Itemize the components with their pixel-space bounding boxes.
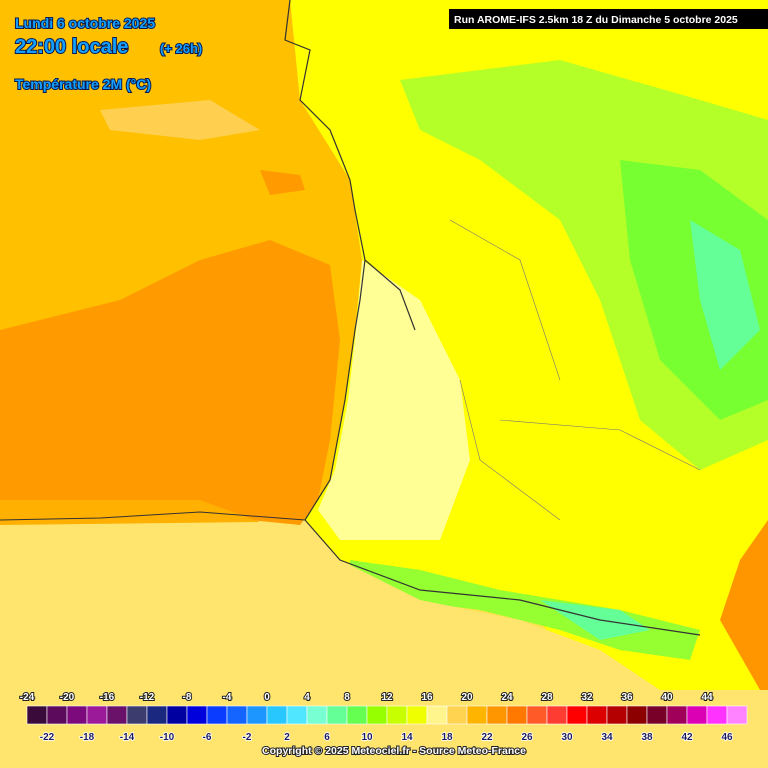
legend-label: 18: [441, 732, 453, 743]
legend-swatch: [86, 705, 108, 725]
legend-swatch: [266, 705, 288, 725]
legend-label: 12: [381, 692, 393, 703]
legend-swatch: [106, 705, 128, 725]
legend-label: 8: [344, 692, 350, 703]
legend-swatch: [566, 705, 588, 725]
legend-label: 16: [421, 692, 433, 703]
legend-label: 32: [581, 692, 593, 703]
legend-swatch: [146, 705, 168, 725]
legend-label: 0: [264, 692, 270, 703]
legend-swatch: [666, 705, 688, 725]
legend-label: -22: [40, 732, 55, 743]
legend-swatch: [186, 705, 208, 725]
legend-swatch: [66, 705, 88, 725]
legend-label: 40: [661, 692, 673, 703]
legend-label: -8: [183, 692, 192, 703]
offset: (+ 26h): [160, 41, 202, 56]
legend-swatch: [46, 705, 68, 725]
run-info: Run AROME-IFS 2.5km 18 Z du Dimanche 5 o…: [454, 14, 738, 26]
legend-swatch: [246, 705, 268, 725]
legend-swatch: [406, 705, 428, 725]
legend-swatch: [26, 705, 48, 725]
legend-label: -4: [223, 692, 232, 703]
legend-label: -6: [203, 732, 212, 743]
run-info-box: [449, 9, 768, 29]
legend-label: 34: [601, 732, 613, 743]
legend-swatch: [326, 705, 348, 725]
legend-swatch: [226, 705, 248, 725]
copyright: Copyright © 2025 Meteociel.fr - Source M…: [262, 745, 526, 757]
legend-swatch: [646, 705, 668, 725]
legend-swatch: [426, 705, 448, 725]
legend-swatch: [546, 705, 568, 725]
variable: Température 2M (°C): [15, 76, 151, 92]
legend-swatch: [506, 705, 528, 725]
legend-swatch: [126, 705, 148, 725]
legend-label: 14: [401, 732, 413, 743]
legend-label: -10: [160, 732, 175, 743]
legend-swatch: [526, 705, 548, 725]
time: 22:00 locale: [15, 36, 128, 58]
legend-swatch: [466, 705, 488, 725]
legend-swatch: [446, 705, 468, 725]
legend-label: -18: [80, 732, 95, 743]
legend-label: 22: [481, 732, 493, 743]
legend-label: -16: [100, 692, 115, 703]
legend-label: -20: [60, 692, 75, 703]
legend-label: 30: [561, 732, 573, 743]
legend-swatch: [726, 705, 748, 725]
legend-swatch: [206, 705, 228, 725]
legend-label: 26: [521, 732, 533, 743]
legend-swatch: [166, 705, 188, 725]
legend-swatch: [486, 705, 508, 725]
legend-swatch: [606, 705, 628, 725]
legend-label: 46: [721, 732, 733, 743]
legend-swatch: [306, 705, 328, 725]
legend-label: 36: [621, 692, 633, 703]
legend-label: 24: [501, 692, 513, 703]
legend-label: -2: [243, 732, 252, 743]
legend-swatch: [346, 705, 368, 725]
legend: -24-22-20-18-16-14-12-10-8-6-4-202468101…: [19, 691, 748, 744]
legend-label: 4: [304, 692, 310, 703]
legend-swatch: [626, 705, 648, 725]
legend-swatch: [686, 705, 708, 725]
legend-label: -12: [140, 692, 155, 703]
legend-label: 20: [461, 692, 473, 703]
legend-label: 6: [324, 732, 330, 743]
legend-label: 42: [681, 732, 693, 743]
legend-label: 38: [641, 732, 653, 743]
legend-swatch: [366, 705, 388, 725]
date: Lundi 6 octobre 2025: [15, 15, 155, 31]
legend-label: 10: [361, 732, 373, 743]
legend-label: 28: [541, 692, 553, 703]
legend-label: 2: [284, 732, 290, 743]
legend-swatch: [586, 705, 608, 725]
legend-label: 44: [701, 692, 713, 703]
legend-swatch: [386, 705, 408, 725]
legend-label: -14: [120, 732, 135, 743]
legend-swatch: [286, 705, 308, 725]
legend-swatch: [706, 705, 728, 725]
legend-label: -24: [20, 692, 35, 703]
